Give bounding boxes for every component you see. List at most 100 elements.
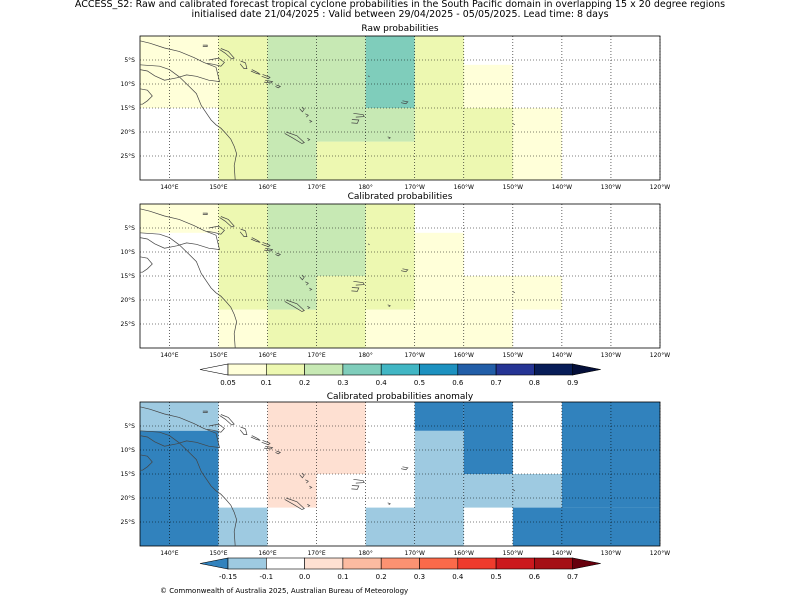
probability-cell (267, 309, 317, 348)
lat-tick-label: 20°S (121, 129, 136, 136)
map-panel-1: 140°E 150°E 160°E 170°E 180° 170°W 160°W 150°W 1… (121, 35, 670, 191)
colorbar-tick-label: 0.6 (529, 573, 541, 581)
lon-tick-label: 120°W (650, 184, 670, 191)
lon-tick-label: 150°W (503, 352, 523, 359)
coastline-path (353, 112, 365, 118)
coastline-path (239, 426, 248, 435)
lon-tick-label: 160°W (454, 184, 474, 191)
coastline-path (299, 274, 305, 281)
panel-title-anomaly: Calibrated probabilities anomaly (326, 392, 474, 402)
lon-tick-label: 170°E (307, 352, 325, 359)
coastline-path (261, 74, 271, 80)
coastline-path (353, 280, 365, 286)
colorbar-segment (304, 557, 344, 570)
coastline-path (387, 136, 391, 140)
probability-cell (316, 204, 366, 276)
coastline-path (139, 430, 237, 547)
colorbar-over-extension (572, 363, 601, 376)
map-panel-3: 140°E 150°E 160°E 170°E 180° 170°W 160°W 150°W 1… (121, 401, 670, 557)
probability-cell (218, 36, 268, 180)
colorbar-tick-label: 0.2 (299, 379, 310, 387)
probability-cell (414, 430, 464, 546)
coastline-path (400, 100, 409, 105)
lon-tick-label: 180° (358, 352, 372, 359)
panel-title-calibrated: Calibrated probabilities (347, 192, 453, 202)
probability-cell (365, 507, 415, 546)
colorbar-tick-label: 0.5 (491, 573, 502, 581)
lon-tick-label: 170°W (405, 550, 425, 557)
colorbar-segment (534, 557, 574, 570)
lat-tick-label: 15°S (121, 471, 136, 478)
coastline-path (275, 450, 282, 455)
coastline-path (250, 69, 261, 75)
coastline-path (202, 212, 208, 215)
probability-cell (316, 141, 366, 180)
probability-cell (316, 402, 366, 474)
colorbar-tick-label: 0.1 (261, 379, 272, 387)
probability-cell (316, 276, 366, 348)
probability-cell (365, 204, 415, 310)
coastline-path (400, 268, 409, 273)
colorbar-over-extension (572, 557, 601, 570)
colorbar-under-extension (199, 363, 229, 376)
coastline-path (219, 216, 235, 228)
colorbar-segment (419, 557, 459, 570)
coastline-path (261, 242, 271, 248)
lon-tick-label: 140°E (160, 184, 178, 191)
colorbar-tick-label: 0.2 (376, 573, 387, 581)
coastline-path (512, 291, 516, 294)
coastline-path (139, 454, 153, 471)
probability-cell (512, 108, 562, 180)
figure-title-line2: initialised date 21/04/2025 : Valid betw… (191, 9, 609, 20)
probability-cell (463, 474, 562, 508)
coastline-path (351, 119, 360, 124)
colorbar-segment (380, 557, 420, 570)
lon-tick-label: 170°E (307, 550, 325, 557)
coastline-path (202, 410, 208, 413)
coastline-path (351, 485, 360, 490)
coastline-group (139, 40, 516, 181)
coastline-path (207, 423, 225, 433)
map-frame (139, 203, 661, 349)
lat-tick-label: 10°S (121, 81, 136, 88)
coastline-path (250, 435, 261, 441)
probability-cell (267, 402, 317, 508)
lon-tick-label: 180° (358, 550, 372, 557)
coastline-path (309, 485, 313, 489)
colorbar-tick-label: 0.7 (491, 379, 502, 387)
figure-title-line1: ACCESS_S2: Raw and calibrated forecast t… (74, 0, 726, 10)
probability-cell (365, 36, 415, 108)
probability-cell (140, 36, 219, 108)
probability-cell (267, 36, 317, 180)
probability-cell (414, 402, 464, 431)
colorbar-segment (265, 557, 305, 570)
panel-title-raw: Raw probabilities (361, 24, 439, 34)
coastline-path (387, 304, 391, 308)
lon-tick-label: 180° (358, 184, 372, 191)
probability-colorbar: 0.05 0.1 0.2 0.3 0.4 0.5 0.6 0.7 0.8 0.9 (199, 363, 601, 387)
lat-tick-label: 10°S (121, 447, 136, 454)
lon-tick-label: 130°W (601, 352, 621, 359)
colorbar-segment (342, 363, 382, 376)
lat-tick-label: 25°S (121, 153, 136, 160)
colorbar-tick-label: 0.3 (414, 573, 425, 581)
lat-tick-label: 15°S (121, 105, 136, 112)
probability-cell (463, 402, 513, 474)
colorbar-segment (457, 557, 497, 570)
coastline-path (207, 57, 225, 67)
lon-tick-label: 160°E (258, 352, 276, 359)
copyright-footer: © Commonwealth of Australia 2025, Austra… (160, 587, 409, 595)
coastline-path (139, 64, 237, 181)
lat-tick-label: 10°S (121, 249, 136, 256)
lon-tick-label: 150°W (503, 550, 523, 557)
coastline-path (367, 441, 370, 444)
coastline-path (299, 106, 305, 113)
map-panel-2: 140°E 150°E 160°E 170°E 180° 170°W 160°W 150°W 1… (121, 203, 670, 359)
coastline-path (512, 489, 516, 492)
coastline-path (284, 299, 305, 312)
coastline-path (400, 466, 409, 471)
coastline-path (299, 472, 305, 479)
colorbar-tick-label: 0.4 (376, 379, 388, 387)
colorbar-tick-label: 0.3 (337, 379, 348, 387)
